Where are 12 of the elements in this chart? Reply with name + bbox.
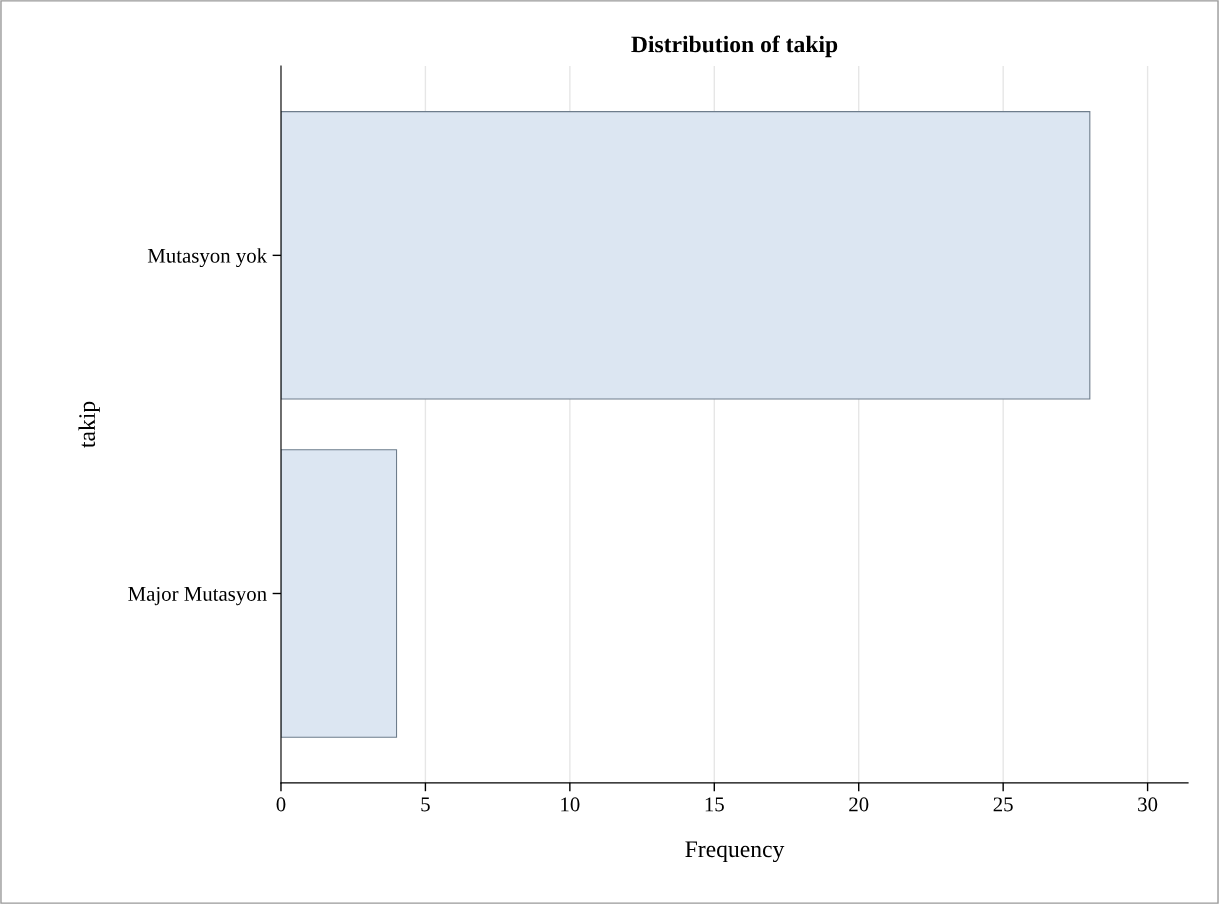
x-tick-label: 20	[849, 797, 869, 812]
x-tick-label: 0	[276, 797, 286, 812]
y-axis-title: takip	[78, 401, 100, 448]
x-tick-label: 10	[561, 797, 580, 812]
y-tick-label: Mutasyon yok	[147, 248, 268, 268]
x-tick-label: 30	[1138, 797, 1158, 812]
y-tick-label: Major Mutasyon	[128, 586, 267, 606]
x-axis-title: Frequency	[685, 841, 785, 863]
x-tick-label: 15	[705, 797, 724, 812]
chart-title: Distribution of takip	[631, 35, 838, 58]
x-tick-label: 25	[993, 797, 1013, 812]
x-tick-label: 5	[421, 797, 430, 812]
